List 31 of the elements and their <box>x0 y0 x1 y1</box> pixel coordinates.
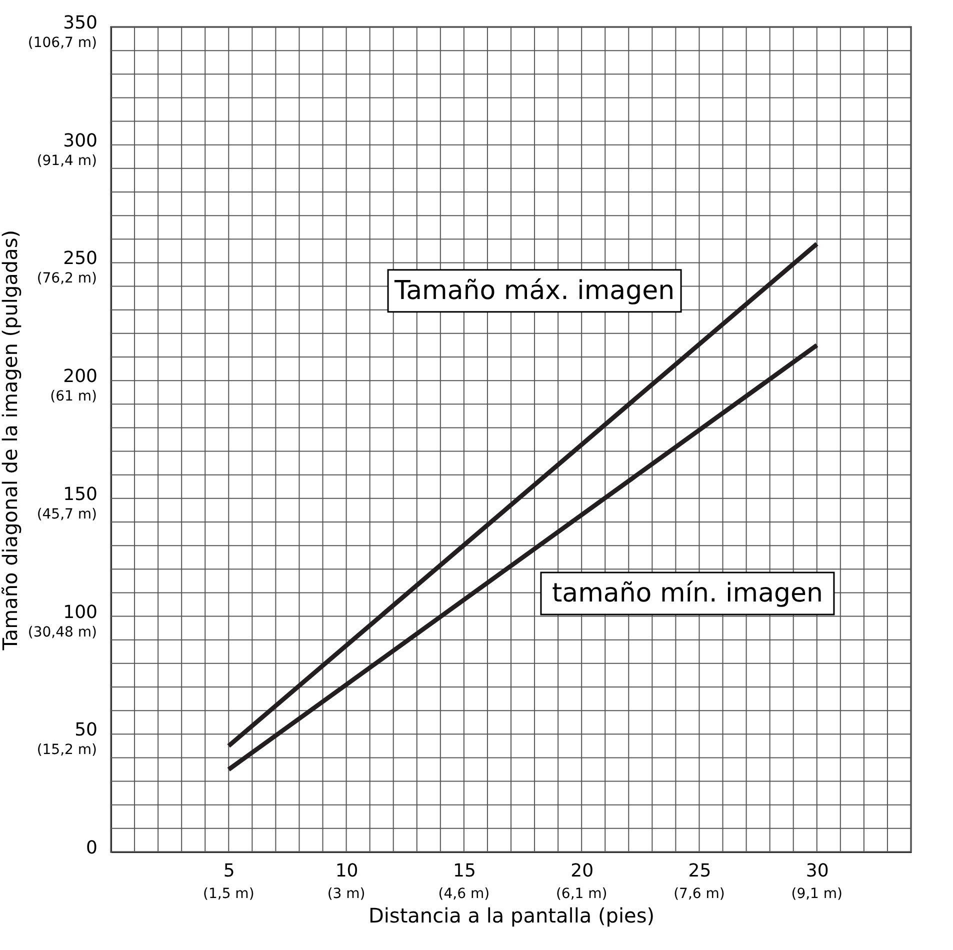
text: (4,6 m) <box>438 886 490 902</box>
annotation: tamaño mín. imagen <box>552 578 823 609</box>
y-tick-label: 300 <box>63 130 98 152</box>
y-tick-label: 350 <box>63 12 98 34</box>
y-tick-label: 250 <box>63 248 98 270</box>
text: (3 m) <box>327 886 366 902</box>
y-axis-title: Tamaño diagonal de la imagen (pulgadas) <box>0 230 22 652</box>
x-tick-label: 20 <box>570 860 594 882</box>
text: (106,7 m) <box>28 35 97 51</box>
text: (7,6 m) <box>674 886 725 902</box>
x-tick-label: 5 <box>223 860 235 882</box>
text: (9,1 m) <box>791 886 843 902</box>
text: (45,7 m) <box>36 506 97 522</box>
y-tick-label: 100 <box>63 602 98 623</box>
text: (30,48 m) <box>28 624 97 640</box>
x-tick-label: 15 <box>452 860 476 882</box>
x-tick-label: 30 <box>806 860 829 882</box>
x-tick-label: 10 <box>335 860 358 882</box>
x-tick-label: 25 <box>688 860 712 882</box>
text: (76,2 m) <box>36 270 97 287</box>
annotation: Tamaño máx. imagen <box>394 276 675 306</box>
y-tick-label: 200 <box>63 366 98 388</box>
y-tick-label: 50 <box>74 720 98 741</box>
text: (15,2 m) <box>36 742 97 758</box>
text: (91,4 m) <box>36 152 97 169</box>
text: (61 m) <box>50 388 97 405</box>
x-axis-title: Distancia a la pantalla (pies) <box>368 904 655 928</box>
text: (1,5 m) <box>203 886 254 902</box>
text: (6,1 m) <box>556 886 608 902</box>
y-tick-label: 150 <box>63 484 98 505</box>
y-tick-label: 0 <box>86 838 98 858</box>
